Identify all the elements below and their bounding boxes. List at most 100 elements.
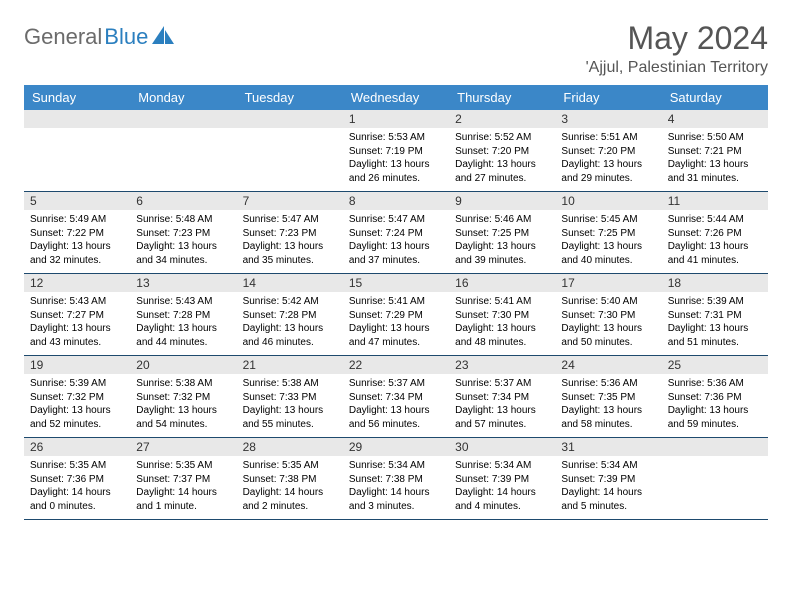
week-row: 5Sunrise: 5:49 AMSunset: 7:22 PMDaylight… (24, 192, 768, 274)
weekday-header: Monday (130, 85, 236, 110)
day-info: Sunrise: 5:34 AMSunset: 7:39 PMDaylight:… (555, 456, 661, 517)
day-cell: 30Sunrise: 5:34 AMSunset: 7:39 PMDayligh… (449, 438, 555, 520)
date-number: 24 (555, 356, 661, 374)
brand-text-2: Blue (104, 24, 148, 50)
day-info: Sunrise: 5:47 AMSunset: 7:24 PMDaylight:… (343, 210, 449, 271)
calendar-page: GeneralBlue May 2024 'Ajjul, Palestinian… (0, 0, 792, 540)
day-cell (130, 110, 236, 192)
day-cell: 14Sunrise: 5:42 AMSunset: 7:28 PMDayligh… (237, 274, 343, 356)
date-number: 31 (555, 438, 661, 456)
day-cell: 26Sunrise: 5:35 AMSunset: 7:36 PMDayligh… (24, 438, 130, 520)
day-cell: 3Sunrise: 5:51 AMSunset: 7:20 PMDaylight… (555, 110, 661, 192)
day-info: Sunrise: 5:38 AMSunset: 7:33 PMDaylight:… (237, 374, 343, 435)
date-number: 26 (24, 438, 130, 456)
date-number-empty (130, 110, 236, 128)
date-number: 5 (24, 192, 130, 210)
date-number: 2 (449, 110, 555, 128)
day-cell: 12Sunrise: 5:43 AMSunset: 7:27 PMDayligh… (24, 274, 130, 356)
date-number: 12 (24, 274, 130, 292)
day-info: Sunrise: 5:43 AMSunset: 7:28 PMDaylight:… (130, 292, 236, 353)
date-number: 3 (555, 110, 661, 128)
day-info: Sunrise: 5:39 AMSunset: 7:32 PMDaylight:… (24, 374, 130, 435)
day-info: Sunrise: 5:34 AMSunset: 7:39 PMDaylight:… (449, 456, 555, 517)
day-info: Sunrise: 5:37 AMSunset: 7:34 PMDaylight:… (449, 374, 555, 435)
date-number: 28 (237, 438, 343, 456)
date-number: 21 (237, 356, 343, 374)
day-info: Sunrise: 5:37 AMSunset: 7:34 PMDaylight:… (343, 374, 449, 435)
day-info: Sunrise: 5:49 AMSunset: 7:22 PMDaylight:… (24, 210, 130, 271)
day-info: Sunrise: 5:36 AMSunset: 7:35 PMDaylight:… (555, 374, 661, 435)
day-cell: 28Sunrise: 5:35 AMSunset: 7:38 PMDayligh… (237, 438, 343, 520)
day-cell: 29Sunrise: 5:34 AMSunset: 7:38 PMDayligh… (343, 438, 449, 520)
day-cell: 6Sunrise: 5:48 AMSunset: 7:23 PMDaylight… (130, 192, 236, 274)
weekday-header: Sunday (24, 85, 130, 110)
day-cell (237, 110, 343, 192)
date-number-empty (237, 110, 343, 128)
day-cell: 27Sunrise: 5:35 AMSunset: 7:37 PMDayligh… (130, 438, 236, 520)
day-cell (662, 438, 768, 520)
day-info: Sunrise: 5:44 AMSunset: 7:26 PMDaylight:… (662, 210, 768, 271)
date-number: 13 (130, 274, 236, 292)
day-info: Sunrise: 5:51 AMSunset: 7:20 PMDaylight:… (555, 128, 661, 189)
day-info: Sunrise: 5:41 AMSunset: 7:30 PMDaylight:… (449, 292, 555, 353)
day-info: Sunrise: 5:38 AMSunset: 7:32 PMDaylight:… (130, 374, 236, 435)
day-info: Sunrise: 5:48 AMSunset: 7:23 PMDaylight:… (130, 210, 236, 271)
day-cell: 7Sunrise: 5:47 AMSunset: 7:23 PMDaylight… (237, 192, 343, 274)
week-row: 12Sunrise: 5:43 AMSunset: 7:27 PMDayligh… (24, 274, 768, 356)
day-cell: 11Sunrise: 5:44 AMSunset: 7:26 PMDayligh… (662, 192, 768, 274)
date-number: 16 (449, 274, 555, 292)
day-info: Sunrise: 5:42 AMSunset: 7:28 PMDaylight:… (237, 292, 343, 353)
day-info: Sunrise: 5:36 AMSunset: 7:36 PMDaylight:… (662, 374, 768, 435)
weekday-header: Friday (555, 85, 661, 110)
day-cell: 20Sunrise: 5:38 AMSunset: 7:32 PMDayligh… (130, 356, 236, 438)
weeks-container: 1Sunrise: 5:53 AMSunset: 7:19 PMDaylight… (24, 110, 768, 520)
day-info: Sunrise: 5:34 AMSunset: 7:38 PMDaylight:… (343, 456, 449, 517)
date-number: 11 (662, 192, 768, 210)
date-number: 10 (555, 192, 661, 210)
day-cell: 2Sunrise: 5:52 AMSunset: 7:20 PMDaylight… (449, 110, 555, 192)
date-number-empty (662, 438, 768, 456)
day-info: Sunrise: 5:35 AMSunset: 7:37 PMDaylight:… (130, 456, 236, 517)
date-number: 4 (662, 110, 768, 128)
day-cell: 17Sunrise: 5:40 AMSunset: 7:30 PMDayligh… (555, 274, 661, 356)
weekday-header: Saturday (662, 85, 768, 110)
date-number: 17 (555, 274, 661, 292)
date-number: 7 (237, 192, 343, 210)
day-cell: 10Sunrise: 5:45 AMSunset: 7:25 PMDayligh… (555, 192, 661, 274)
date-number: 8 (343, 192, 449, 210)
day-info: Sunrise: 5:35 AMSunset: 7:38 PMDaylight:… (237, 456, 343, 517)
date-number-empty (24, 110, 130, 128)
week-row: 1Sunrise: 5:53 AMSunset: 7:19 PMDaylight… (24, 110, 768, 192)
day-cell: 1Sunrise: 5:53 AMSunset: 7:19 PMDaylight… (343, 110, 449, 192)
date-number: 14 (237, 274, 343, 292)
day-cell: 16Sunrise: 5:41 AMSunset: 7:30 PMDayligh… (449, 274, 555, 356)
date-number: 30 (449, 438, 555, 456)
day-cell: 5Sunrise: 5:49 AMSunset: 7:22 PMDaylight… (24, 192, 130, 274)
calendar-grid: SundayMondayTuesdayWednesdayThursdayFrid… (24, 85, 768, 520)
day-cell: 4Sunrise: 5:50 AMSunset: 7:21 PMDaylight… (662, 110, 768, 192)
location-subtitle: 'Ajjul, Palestinian Territory (586, 59, 768, 77)
day-cell: 21Sunrise: 5:38 AMSunset: 7:33 PMDayligh… (237, 356, 343, 438)
weekday-header: Tuesday (237, 85, 343, 110)
day-cell: 22Sunrise: 5:37 AMSunset: 7:34 PMDayligh… (343, 356, 449, 438)
day-info: Sunrise: 5:53 AMSunset: 7:19 PMDaylight:… (343, 128, 449, 189)
day-cell: 23Sunrise: 5:37 AMSunset: 7:34 PMDayligh… (449, 356, 555, 438)
date-number: 15 (343, 274, 449, 292)
brand-logo: GeneralBlue (24, 24, 174, 50)
day-cell: 24Sunrise: 5:36 AMSunset: 7:35 PMDayligh… (555, 356, 661, 438)
header: GeneralBlue May 2024 'Ajjul, Palestinian… (24, 20, 768, 77)
day-cell: 9Sunrise: 5:46 AMSunset: 7:25 PMDaylight… (449, 192, 555, 274)
date-number: 22 (343, 356, 449, 374)
day-info: Sunrise: 5:52 AMSunset: 7:20 PMDaylight:… (449, 128, 555, 189)
day-cell: 8Sunrise: 5:47 AMSunset: 7:24 PMDaylight… (343, 192, 449, 274)
date-number: 25 (662, 356, 768, 374)
day-info: Sunrise: 5:40 AMSunset: 7:30 PMDaylight:… (555, 292, 661, 353)
weekday-header-row: SundayMondayTuesdayWednesdayThursdayFrid… (24, 85, 768, 110)
date-number: 27 (130, 438, 236, 456)
day-info: Sunrise: 5:39 AMSunset: 7:31 PMDaylight:… (662, 292, 768, 353)
day-cell: 13Sunrise: 5:43 AMSunset: 7:28 PMDayligh… (130, 274, 236, 356)
day-info: Sunrise: 5:46 AMSunset: 7:25 PMDaylight:… (449, 210, 555, 271)
day-info: Sunrise: 5:50 AMSunset: 7:21 PMDaylight:… (662, 128, 768, 189)
day-cell: 15Sunrise: 5:41 AMSunset: 7:29 PMDayligh… (343, 274, 449, 356)
day-info: Sunrise: 5:35 AMSunset: 7:36 PMDaylight:… (24, 456, 130, 517)
